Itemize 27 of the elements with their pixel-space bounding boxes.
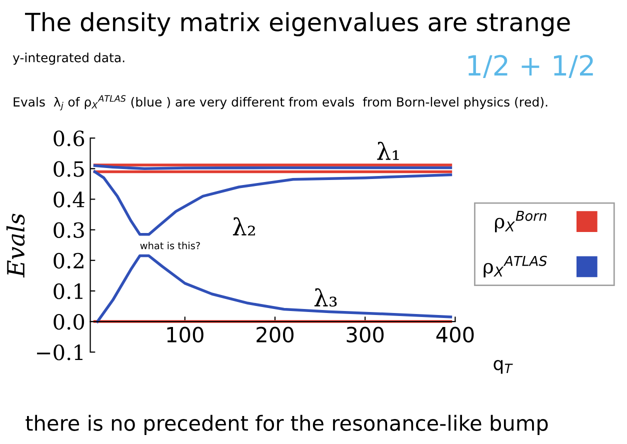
text: there is no precedent for the resonance-like bump <box>26 414 548 436</box>
x-tick-label: 100 <box>167 326 204 343</box>
y-tick-label: 0.2 <box>54 252 84 269</box>
x-tick-label: 300 <box>346 326 384 343</box>
text: Evals λ$_{j}$ of ρ$_{X}$$^{ATLAS}$ (blue ) are very different from evals from Born-level physics (red). <box>14 95 548 110</box>
y-tick-label: 0.3 <box>54 222 84 238</box>
line-series <box>93 170 452 236</box>
x-tick-label: 400 <box>436 326 474 343</box>
legend-label: ρ$_{X}$$^{Born}$ <box>495 210 546 232</box>
legend-label: ρ$_{X}$$^{ATLAS}$ <box>484 256 547 278</box>
x-tick-label: 200 <box>256 326 294 343</box>
line-series <box>96 254 452 323</box>
annotation: what is this? <box>140 242 200 250</box>
y-tick-label: 0.6 <box>54 130 84 146</box>
text: 1/2 + 1/2 <box>468 54 593 78</box>
y-tick-label: 0.5 <box>54 161 84 177</box>
y-axis-title: Evals <box>6 214 25 278</box>
y-tick-label: 0.4 <box>54 192 84 208</box>
annotation: λ₁ <box>377 142 399 160</box>
y-tick-label: −0.1 <box>37 344 82 360</box>
chart-title: The density matrix eigenvalues are strange <box>25 12 570 36</box>
annotation: λ₂ <box>232 217 255 236</box>
chart-subtitle: y-integrated data. <box>12 52 124 65</box>
x-axis-title: q$_{T}$ <box>494 360 513 374</box>
y-tick-label: 0.0 <box>54 314 84 330</box>
annotation: λ₃ <box>314 288 337 307</box>
y-tick-label: 0.1 <box>54 283 82 300</box>
